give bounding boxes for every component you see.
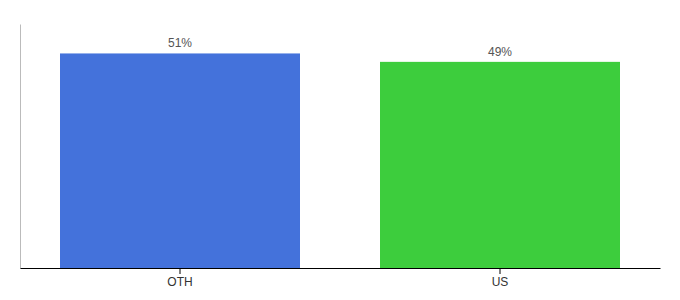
x-tick: OTH	[167, 268, 192, 289]
y-axis-line	[20, 25, 21, 269]
data-labels: 51% 49%	[168, 36, 512, 58]
bar	[60, 53, 300, 268]
x-axis-line	[21, 268, 661, 269]
chart: OTH US 51% 49%	[0, 0, 680, 300]
x-tick-mark	[500, 268, 501, 274]
x-axis: OTH US	[21, 268, 661, 289]
data-label: 51%	[168, 36, 192, 50]
y-axis	[20, 25, 21, 269]
x-tick-label: US	[492, 275, 509, 289]
bars	[60, 53, 620, 268]
plot: OTH US 51% 49%	[21, 25, 661, 289]
x-tick-label: OTH	[167, 275, 192, 289]
bar	[380, 62, 620, 268]
x-tick-mark	[180, 268, 181, 274]
x-tick: US	[492, 268, 509, 289]
data-label: 49%	[488, 45, 512, 59]
